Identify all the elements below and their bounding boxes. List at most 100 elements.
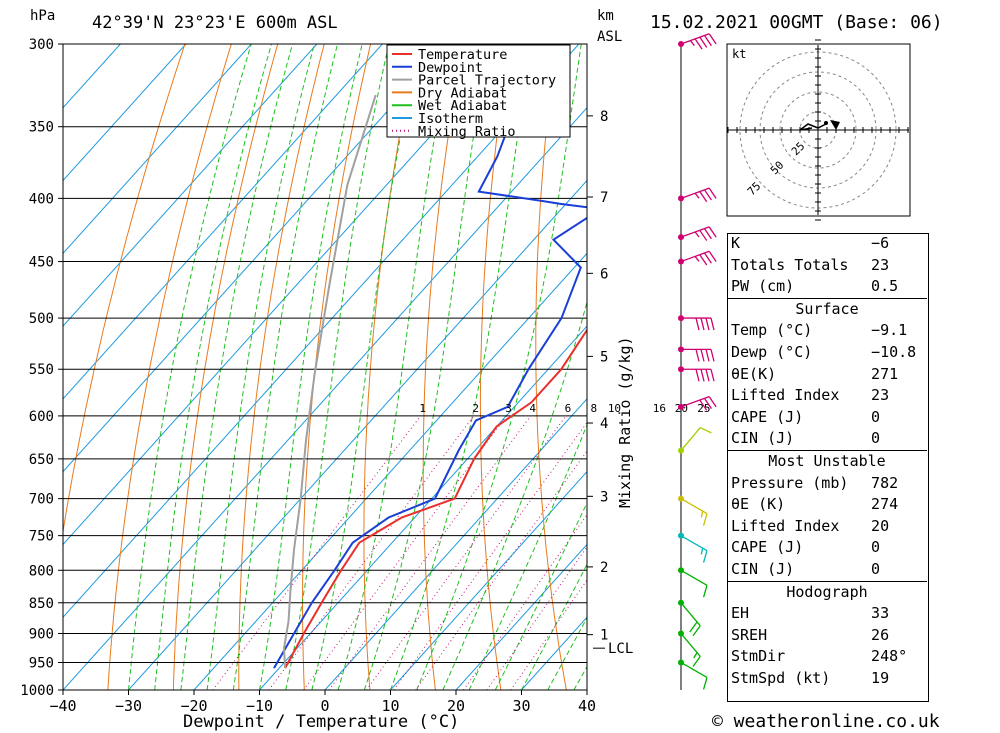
temperature-tick-label: 20 (447, 697, 465, 715)
temperature-line (284, 328, 587, 669)
mu-cin-label: CIN (J) (731, 559, 795, 578)
wet-adiabat-line (363, 44, 490, 690)
srh-label: SREH (731, 625, 768, 644)
pressure-axis: 300 350 400 450 500 550 600 650 700 750 800 850 900 9… (20, 37, 63, 699)
wind-barb-feather (703, 228, 712, 240)
wind-barb-feather (699, 36, 708, 48)
dry-adiabat-line (974, 44, 1000, 690)
mixing-ratio-label: 8 (591, 402, 598, 415)
stmdir-value: 248° (871, 647, 908, 666)
wind-barb-half-feather (694, 256, 700, 262)
mixing-ratio-label: 1 (419, 402, 426, 415)
pressure-tick-label: 350 (29, 120, 54, 136)
location-title: 42°39'N 23°23'E 600m ASL (92, 13, 338, 33)
wind-barb-feather (702, 550, 708, 563)
hodograph-title: Hodograph (727, 580, 927, 604)
mixing-ratio-line (486, 546, 587, 690)
dry-adiabat-line (641, 44, 697, 690)
hodograph-trace (799, 123, 827, 131)
wind-barb-half-feather (700, 548, 704, 555)
wet-adiabat-line (154, 44, 272, 690)
wind-barb-feather (699, 191, 708, 203)
wind-barb-feather (700, 317, 705, 331)
sfc-cin-value: 0 (871, 429, 881, 448)
pressure-tick-label: 1000 (20, 683, 54, 699)
height-tick-label: 4 (600, 416, 608, 432)
height-tick-label: 5 (600, 349, 608, 365)
wind-barb-half-feather (693, 652, 698, 659)
dry-adiabat-line (928, 44, 1000, 690)
dry-adiabat-line (107, 44, 232, 690)
mixing-ratio-label: 4 (529, 402, 536, 415)
isobar-lines (63, 43, 587, 691)
pressure-tick-label: 600 (29, 409, 54, 425)
height-tick-label: 7 (600, 190, 608, 206)
wind-barb-staff (680, 427, 701, 451)
wind-barb-staff (680, 661, 708, 679)
wind-barb-feather (692, 656, 701, 667)
wind-barb-feather (702, 677, 708, 690)
wet-adiabat-line (337, 44, 452, 690)
stmspd-value: 19 (871, 668, 890, 687)
wind-barb-feather (708, 250, 717, 262)
mu-li-label: Lifted Index (731, 516, 840, 535)
km-label: km (597, 8, 614, 24)
mixing-ratio-label: 2 (472, 402, 479, 415)
mixing-ratio-label: 10 (608, 402, 621, 415)
mixing-ratio-line (212, 415, 422, 690)
wind-barb-feather (700, 349, 705, 362)
legend-label: Dry Adiabat (418, 85, 507, 101)
sfc-temp-label: Temp (°C) (731, 321, 813, 340)
pressure-tick-label: 400 (29, 191, 54, 207)
mixing-ratio-line (393, 421, 587, 690)
mixing-ratio-label: 25 (697, 402, 710, 415)
wind-barb-feather (708, 226, 717, 238)
mu-cape-label: CAPE (J) (731, 538, 804, 557)
legend-label: Temperature (418, 47, 507, 63)
srh-value: 26 (871, 625, 890, 644)
wet-adiabat-line (442, 300, 587, 690)
wind-barb-feather (705, 369, 710, 382)
sfc-theta-value: 271 (871, 364, 899, 383)
sfc-li-value: 23 (871, 386, 890, 405)
temperature-tick-label: −40 (49, 697, 76, 715)
eh-value: 33 (871, 604, 890, 623)
sfc-cape-value: 0 (871, 407, 881, 426)
pw-value: 0.5 (871, 277, 899, 296)
isotherm-line (63, 44, 121, 109)
parcel-trajectory-line (282, 94, 377, 669)
pressure-tick-label: 450 (29, 255, 54, 271)
temperature-tick-label: 40 (578, 697, 596, 715)
temperature-tick-label: 10 (381, 697, 399, 715)
isotherm-line (128, 179, 587, 690)
wind-barb-feather (702, 513, 708, 526)
temperature-tick-label: −20 (180, 697, 207, 715)
wind-barb-feather (703, 189, 712, 201)
wind-barb-feather (695, 369, 700, 382)
credit-footer: © weatheronline.co.uk (712, 711, 940, 732)
wet-adiabat-line (494, 501, 587, 690)
isotherm-line (63, 44, 383, 400)
wet-adiabat-line (468, 423, 587, 690)
plot-frame (62, 43, 588, 691)
isotherm-line (259, 325, 587, 690)
pressure-tick-label: 300 (29, 37, 54, 53)
legend-label: Dewpoint (418, 60, 483, 76)
indices-frame (727, 233, 929, 702)
wind-barb-feather (700, 369, 705, 382)
mixing-ratio-line (328, 415, 532, 690)
sfc-cin-label: CIN (J) (731, 429, 795, 448)
mu-cin-value: 0 (871, 559, 881, 578)
datetime-label: 15.02.2021 00GMT (Base: 06) (650, 12, 943, 33)
wind-barb-half-feather (694, 231, 700, 238)
wind-barb-feather (708, 396, 717, 408)
dry-adiabat-line (172, 44, 279, 690)
isotherm-line (63, 44, 449, 473)
mixing-ratio-label: 6 (565, 402, 572, 415)
wind-barb-feather (695, 349, 700, 362)
asl-label: ASL (597, 29, 622, 45)
wind-barb-feather (699, 426, 712, 434)
